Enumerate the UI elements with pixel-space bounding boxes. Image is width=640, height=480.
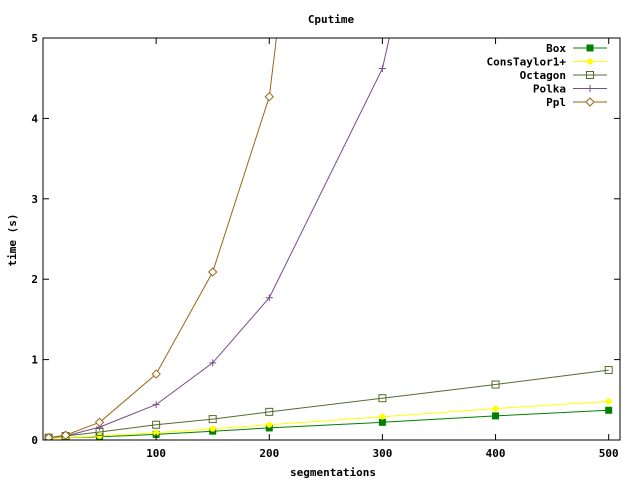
plot-content <box>43 38 613 440</box>
legend-marker <box>586 85 594 92</box>
data-point <box>265 294 273 302</box>
data-point <box>264 91 274 102</box>
legend-item: Box <box>546 42 607 55</box>
data-point <box>605 406 613 414</box>
series-octagon <box>44 366 613 440</box>
data-point <box>151 369 161 379</box>
data-point <box>265 407 274 416</box>
x-tick-label: 200 <box>259 447 279 460</box>
legend-item: Polka <box>533 83 607 96</box>
y-tick-label: 2 <box>31 273 38 286</box>
y-tick-label: 5 <box>31 32 38 45</box>
series-line <box>48 38 277 439</box>
legend-item: Ppl <box>546 96 607 109</box>
data-point <box>266 421 273 428</box>
data-point <box>152 420 161 429</box>
data-point <box>60 430 71 440</box>
legend-item: Octagon <box>520 69 607 82</box>
data-point <box>492 412 500 420</box>
series-box <box>45 406 613 440</box>
data-point <box>152 401 160 409</box>
legend-marker <box>586 71 594 79</box>
data-point <box>492 405 499 412</box>
legend-marker <box>586 44 594 52</box>
y-tick-label: 4 <box>31 112 38 125</box>
data-point <box>605 398 612 405</box>
y-axis-ticks: 0 1 2 3 4 5 <box>31 32 620 447</box>
series-line <box>48 38 390 439</box>
data-point <box>378 65 386 73</box>
data-point <box>378 418 386 426</box>
legend-label: Box <box>546 42 566 55</box>
data-point <box>379 413 386 420</box>
series-ppl <box>43 38 277 440</box>
data-point <box>96 432 103 439</box>
legend-label: ConsTaylor1+ <box>487 56 567 69</box>
data-point <box>207 267 218 277</box>
series-line <box>48 400 609 439</box>
legend-item: ConsTaylor1+ <box>487 56 607 69</box>
series-line <box>48 369 609 439</box>
legend-marker <box>587 58 593 65</box>
y-tick-label: 1 <box>31 354 38 367</box>
data-point <box>604 366 613 375</box>
data-point <box>209 359 217 367</box>
legend-marker <box>585 97 595 107</box>
data-point <box>153 429 160 436</box>
x-tick-label: 500 <box>599 447 619 460</box>
y-axis-label: time (s) <box>6 214 19 267</box>
plot-frame <box>42 37 621 441</box>
x-tick-label: 300 <box>372 447 392 460</box>
legend-label: Ppl <box>546 96 566 109</box>
data-point <box>94 417 105 428</box>
x-axis-ticks: 100 200 300 400 500 <box>146 38 619 460</box>
series-polka <box>45 38 390 440</box>
x-tick-label: 100 <box>146 447 166 460</box>
data-point <box>208 415 217 424</box>
data-point <box>209 425 216 432</box>
chart-title: Cputime <box>308 13 355 26</box>
data-point <box>43 432 54 440</box>
x-axis-label: segmentations <box>290 466 376 479</box>
data-point <box>491 380 500 389</box>
x-tick-label: 400 <box>486 447 506 460</box>
y-tick-label: 3 <box>31 193 38 206</box>
data-point <box>265 424 273 432</box>
y-tick-label: 0 <box>31 434 38 447</box>
data-point <box>378 394 387 403</box>
legend-label: Polka <box>533 83 566 96</box>
plot-series-area <box>43 38 613 440</box>
legend-label: Octagon <box>520 69 566 82</box>
